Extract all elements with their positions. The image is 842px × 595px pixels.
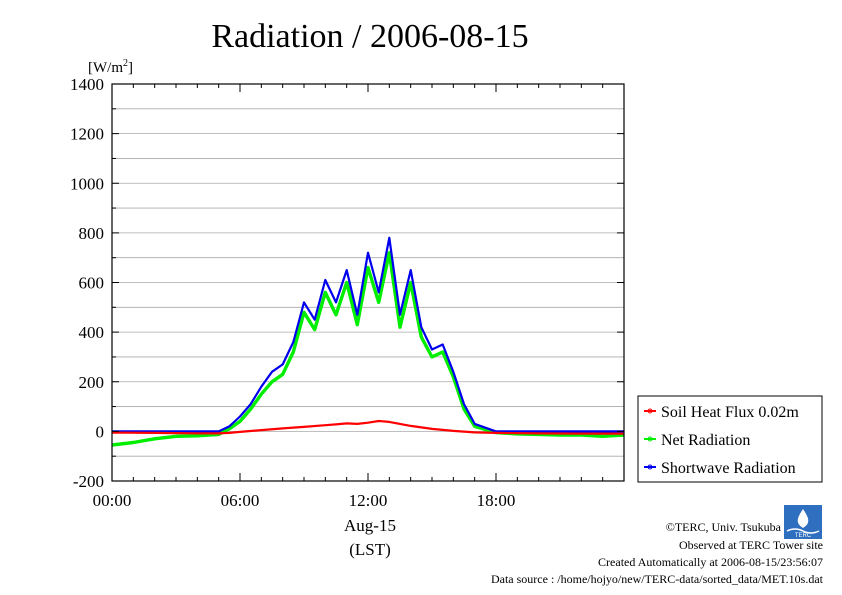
y-tick-label: -200 xyxy=(73,472,104,491)
series-group xyxy=(111,236,625,447)
y-axis-ticks: -200 0 200 400 600 800 1000 1200 1400 xyxy=(70,75,624,491)
credit-source: Data source : /home/hojyo/new/TERC-data/… xyxy=(491,572,824,586)
series-line xyxy=(111,419,624,435)
legend-entry: Shortwave Radiation xyxy=(661,460,796,477)
legend-box xyxy=(637,395,823,483)
logo-text: TERC xyxy=(795,533,812,539)
legend-entry: Net Radiation xyxy=(661,432,750,449)
y-axis-label: [W/m2] xyxy=(88,58,133,76)
credit-observed: Observed at TERC Tower site xyxy=(679,538,823,552)
x-tick-label: 00:00 xyxy=(93,491,132,510)
legend: Soil Heat Flux 0.02m Net Radiation Shortwa… xyxy=(637,395,823,483)
x-tick-label: 06:00 xyxy=(221,491,260,510)
x-axis-date-label: Aug-15 xyxy=(344,516,396,535)
legend-marker xyxy=(647,408,653,414)
x-axis-zone-label: (LST) xyxy=(349,540,391,559)
grid-lines xyxy=(112,108,624,457)
legend-marker xyxy=(647,436,653,442)
x-tick-label: 18:00 xyxy=(477,491,516,510)
credit-copyright: ©TERC, Univ. Tsukuba xyxy=(666,520,782,534)
credit-created: Created Automatically at 2006-08-15/23:5… xyxy=(598,555,823,569)
y-tick-label: 0 xyxy=(96,422,105,441)
series-line xyxy=(111,250,625,447)
y-tick-label: 1400 xyxy=(70,75,104,94)
x-tick-label: 12:00 xyxy=(349,491,388,510)
series-line xyxy=(112,236,624,433)
terc-logo: TERC xyxy=(784,505,822,539)
y-tick-label: 400 xyxy=(79,323,105,342)
y-tick-label: 1000 xyxy=(70,174,104,193)
x-axis-ticks: 00:00 06:00 12:00 18:00 xyxy=(93,84,625,510)
legend-marker xyxy=(647,464,653,470)
y-tick-label: 600 xyxy=(79,274,105,293)
y-tick-label: 200 xyxy=(79,373,105,392)
chart-title: Radiation / 2006-08-15 xyxy=(211,18,528,55)
y-tick-label: 800 xyxy=(79,224,105,243)
y-tick-label: 1200 xyxy=(70,125,104,144)
legend-entry: Soil Heat Flux 0.02m xyxy=(661,404,799,421)
